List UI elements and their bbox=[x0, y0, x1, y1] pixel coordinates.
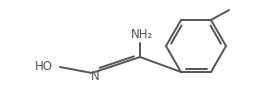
Text: HO: HO bbox=[35, 61, 53, 74]
Text: N: N bbox=[91, 70, 99, 84]
Text: NH₂: NH₂ bbox=[131, 29, 153, 41]
